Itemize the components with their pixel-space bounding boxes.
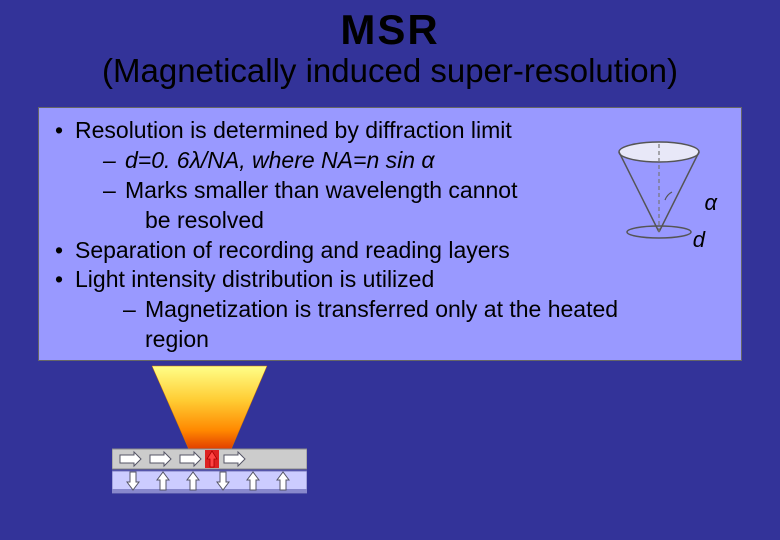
content-box: Resolution is determined by diffraction … — [38, 107, 742, 361]
slide: MSR (Magnetically induced super-resoluti… — [0, 0, 780, 540]
cone-diagram: α d — [609, 140, 709, 245]
cone-alpha-label: α — [704, 190, 717, 216]
schematic-diagram — [112, 364, 307, 494]
bullet-item: region — [45, 325, 735, 355]
bullet-item: Magnetization is transferred only at the… — [45, 295, 735, 325]
bullet-item: Light intensity distribution is utilized — [45, 265, 735, 295]
schematic-svg — [112, 364, 307, 494]
cone-d-label: d — [693, 227, 705, 253]
title-sub: (Magnetically induced super-resolution) — [0, 52, 780, 90]
title-main: MSR — [0, 0, 780, 54]
